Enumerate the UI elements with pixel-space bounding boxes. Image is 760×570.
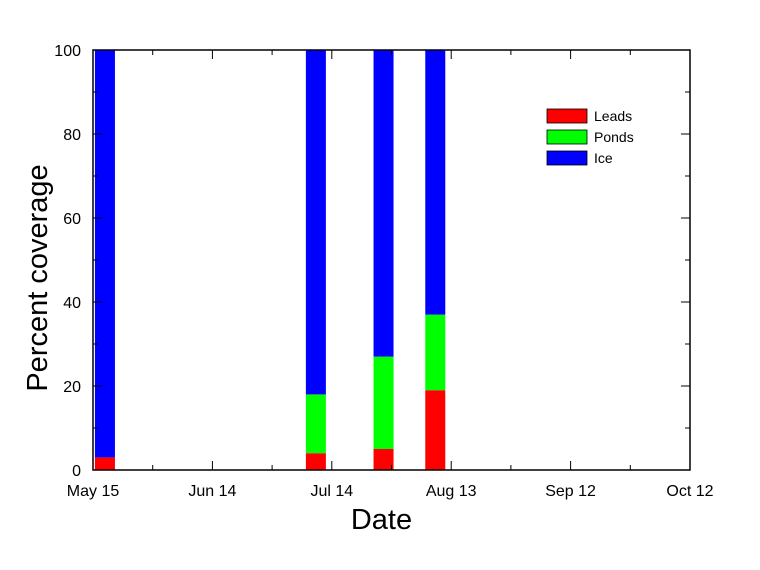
bar-leads-3	[425, 390, 446, 470]
y-axis-title: Percent coverage	[22, 164, 54, 391]
x-axis-title: Date	[351, 504, 412, 536]
bar-ponds-1	[305, 394, 326, 454]
x-tick-label: May 15	[67, 483, 120, 500]
x-tick-label: Oct 12	[666, 483, 713, 500]
y-tick-label: 0	[72, 463, 81, 480]
legend-label-ice: Ice	[594, 150, 613, 166]
y-tick-label: 100	[54, 43, 81, 60]
bar-ponds-2	[373, 356, 394, 449]
bar-group	[94, 50, 446, 470]
bar-leads-2	[373, 449, 394, 470]
y-tick-label: 80	[63, 127, 81, 144]
y-tick-label: 20	[63, 379, 81, 396]
bar-ice-3	[425, 50, 446, 315]
bar-leads-1	[305, 453, 326, 470]
x-tick-label: Jul 14	[310, 483, 353, 500]
legend-swatch-ice	[546, 150, 588, 166]
legend: Leads Ponds Ice	[546, 108, 634, 166]
axis-ticks: 0 20 40 60 80 100 May 15 Jun 14 Jul 14 Aug 13 Sep …	[54, 43, 713, 500]
x-tick-label: Jun 14	[188, 483, 236, 500]
bar-ponds-3	[425, 314, 446, 391]
x-tick-label: Sep 12	[545, 483, 596, 500]
legend-label-ponds: Ponds	[594, 129, 634, 145]
legend-swatch-ponds	[546, 129, 588, 145]
y-tick-label: 40	[63, 295, 81, 312]
x-tick-label: Aug 13	[426, 483, 477, 500]
bar-ice-0	[94, 50, 115, 458]
bar-leads-0	[94, 457, 115, 470]
y-tick-label: 60	[63, 211, 81, 228]
bar-ice-1	[305, 50, 326, 395]
legend-swatch-leads	[546, 108, 588, 124]
bar-ice-2	[373, 50, 394, 357]
legend-label-leads: Leads	[594, 108, 632, 124]
